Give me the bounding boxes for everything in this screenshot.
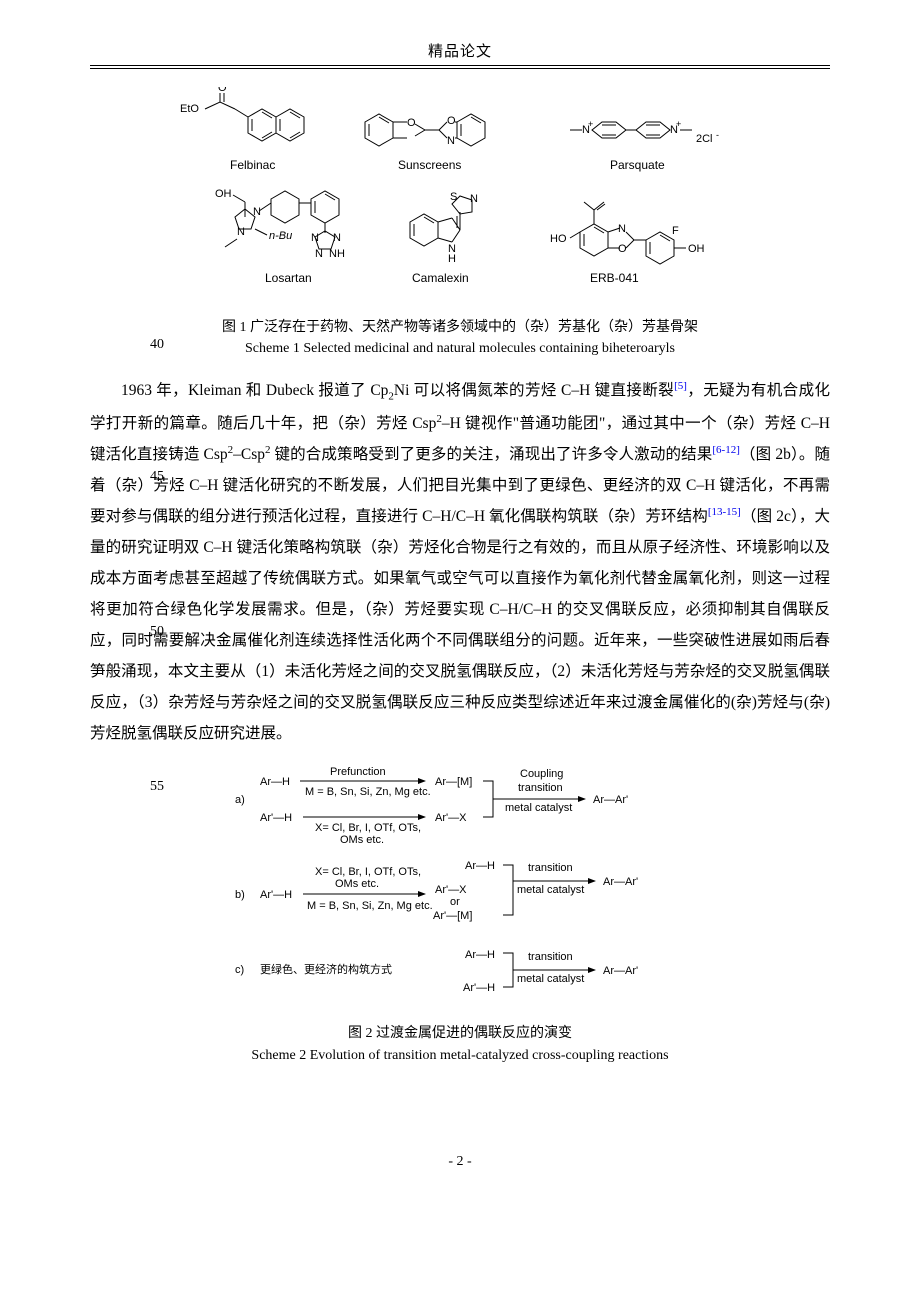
scheme2-caption-en: Scheme 2 Evolution of transition metal-c… (90, 1048, 830, 1064)
line-marker-55: 55 (150, 779, 164, 795)
atom-n5: N (333, 232, 341, 244)
atom-n2: N (237, 226, 245, 238)
ref-13-15: [13-15] (708, 506, 741, 518)
atom-h: H (448, 253, 456, 265)
minus: - (716, 130, 719, 140)
label-losartan: Losartan (265, 271, 312, 285)
metal-b: metal catalyst (517, 884, 584, 896)
plus1: + (588, 119, 593, 129)
atom-oh1: OH (215, 188, 232, 200)
header-rule (90, 65, 830, 69)
metal-a: metal catalyst (505, 802, 572, 814)
transition-c: transition (528, 951, 573, 963)
page-number: - 2 - (90, 1154, 830, 1170)
arm-a: Ar—[M] (435, 776, 472, 788)
arar-a: Ar—Ar' (593, 794, 628, 806)
atom-o3: O (618, 243, 627, 255)
main-paragraph: 1963 年，Kleiman 和 Dubeck 报道了 Cp2Ni 可以将偶氮苯… (90, 375, 830, 749)
arar-b: Ar—Ar' (603, 876, 638, 888)
atom-o: O (218, 87, 227, 94)
label-sunscreens: Sunscreens (398, 158, 461, 172)
atom-n7: N (470, 193, 478, 205)
label-b: b) (235, 889, 245, 901)
svg-text:S: S (450, 191, 457, 203)
label-felbinac: Felbinac (230, 158, 275, 172)
atom-eto: EtO (180, 103, 199, 115)
label-parsquate: Parsquate (610, 158, 665, 172)
atom-o1: O (407, 117, 416, 129)
atom-n4: N (311, 232, 319, 244)
atom-ho: HO (550, 233, 567, 245)
arpm-b: Ar'—[M] (433, 910, 472, 922)
prefunction: Prefunction (330, 766, 386, 778)
atom-cl: 2Cl (696, 133, 713, 145)
ref-5: [5] (674, 380, 687, 392)
arph-b1: Ar'—H (260, 889, 292, 901)
arpx-a: Ar'—X (435, 812, 467, 824)
scheme1-caption-en: Scheme 1 Selected medicinal and natural … (90, 341, 830, 357)
coupling: Coupling (520, 768, 563, 780)
x-eq-b: X= Cl, Br, I, OTf, OTs, (315, 866, 421, 878)
or-b: or (450, 896, 460, 908)
ref-6-12: [6-12] (712, 444, 740, 456)
x-eq2-a: OMs etc. (340, 834, 384, 846)
x-eq-a: X= Cl, Br, I, OTf, OTs, (315, 822, 421, 834)
arph-a1: Ar'—H (260, 812, 292, 824)
atom-nbu: n-Bu (269, 230, 292, 242)
greener: 更绿色、更经济的构筑方式 (260, 962, 392, 976)
label-erb: ERB-041 (590, 271, 639, 285)
plus2: + (676, 119, 681, 129)
scheme2-caption-cn: 图 2 过渡金属促进的偶联反应的演变 (90, 1023, 830, 1045)
atom-oh2: OH (688, 243, 705, 255)
atom-n6: N (315, 248, 323, 260)
m-eq-b: M = B, Sn, Si, Zn, Mg etc. (307, 900, 433, 912)
scheme2-figure: a) Ar—H Prefunction M = B, Sn, Si, Zn, M… (90, 763, 830, 1013)
scheme1-figure: EtO O Felbinac (90, 87, 830, 307)
arpx-b: Ar'—X (435, 884, 467, 896)
arph-c: Ar'—H (463, 982, 495, 994)
arh-b: Ar—H (465, 860, 495, 872)
page-header: 精品论文 (90, 40, 830, 65)
arar-c: Ar—Ar' (603, 965, 638, 977)
arh-a1: Ar—H (260, 776, 290, 788)
line-marker-40: 40 (150, 337, 164, 353)
label-c: c) (235, 964, 244, 976)
atom-n1: N (447, 135, 455, 147)
atom-f: F (672, 225, 679, 237)
transition-b: transition (528, 862, 573, 874)
label-camalexin: Camalexin (412, 271, 469, 285)
atom-n3: N (253, 206, 261, 218)
atom-n8: N (618, 223, 626, 235)
metal-c: metal catalyst (517, 973, 584, 985)
label-a: a) (235, 794, 245, 806)
arh-c: Ar—H (465, 949, 495, 961)
scheme1-caption-cn: 图 1 广泛存在于药物、天然产物等诸多领域中的（杂）芳基化（杂）芳基骨架 (90, 317, 830, 339)
transition-a: transition (518, 782, 563, 794)
x-eq2-b: OMs etc. (335, 878, 379, 890)
atom-nh: NH (329, 248, 345, 260)
m-eq-a: M = B, Sn, Si, Zn, Mg etc. (305, 786, 431, 798)
atom-o2: O (447, 115, 456, 127)
